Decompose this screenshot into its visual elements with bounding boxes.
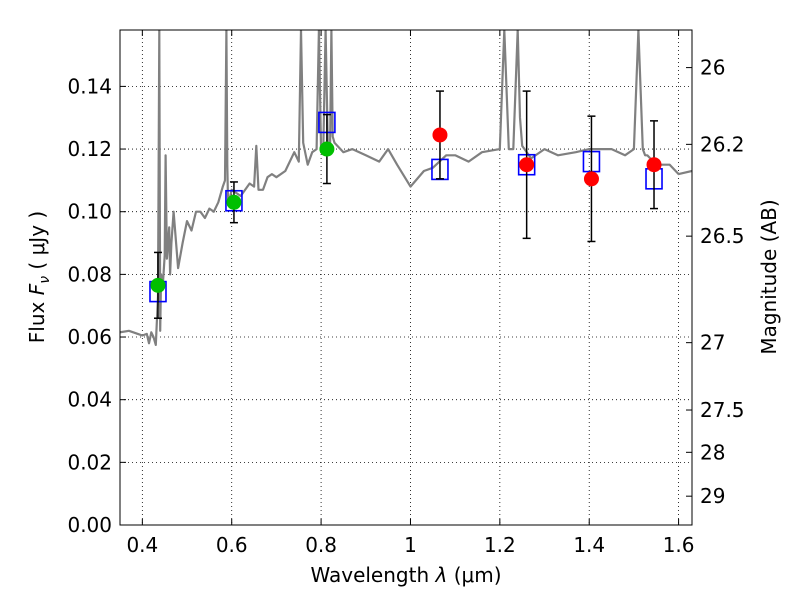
x-tick-label: 1.4 (573, 533, 605, 557)
y2-tick-label: 27.5 (700, 398, 745, 422)
y-tick-label: 0.12 (67, 137, 112, 161)
y-tick-label: 0.08 (67, 262, 112, 286)
x-tick-label: 0.8 (305, 533, 337, 557)
plot-area (120, 30, 692, 346)
data-point (150, 277, 166, 293)
x-tick-label: 1 (404, 533, 417, 557)
ticks: 0.4 0.6 0.8 1 1.2 1.4 1.6 0.00 0.02 0.04 0.06 0.08 0… (67, 30, 745, 557)
y-tick-label: 0.14 (67, 74, 112, 98)
x-tick-label: 1.2 (484, 533, 516, 557)
data-point (583, 171, 599, 187)
x-tick-label: 0.6 (216, 533, 248, 557)
data-point (226, 194, 242, 210)
y2-tick-label: 27 (700, 331, 725, 355)
y2-tick-label: 29 (700, 484, 725, 508)
y2-tick-label: 26 (700, 56, 725, 80)
data-point (646, 157, 662, 173)
data-point (319, 141, 335, 157)
y-tick-label: 0.04 (67, 388, 112, 412)
y2-axis-title: Magnitude (AB) (757, 199, 781, 354)
plot-background (120, 30, 692, 525)
x-tick-label: 1.6 (663, 533, 695, 557)
x-axis-title: Wavelength λ (μm) (310, 563, 501, 587)
data-point (432, 127, 448, 143)
y-tick-label: 0.02 (67, 450, 112, 474)
y-axis-title: Flux Fν ( μJy ) (25, 211, 53, 343)
spectrum-line (120, 30, 692, 346)
y-tick-label: 0.06 (67, 325, 112, 349)
y-tick-label: 0.10 (67, 200, 112, 224)
y2-tick-label: 28 (700, 440, 725, 464)
y-tick-label: 0.00 (67, 513, 112, 537)
x-tick-label: 0.4 (126, 533, 158, 557)
y2-tick-label: 26.2 (700, 132, 745, 156)
plot-frame (119, 29, 693, 526)
data-point (519, 157, 535, 173)
y2-tick-label: 26.5 (700, 224, 745, 248)
